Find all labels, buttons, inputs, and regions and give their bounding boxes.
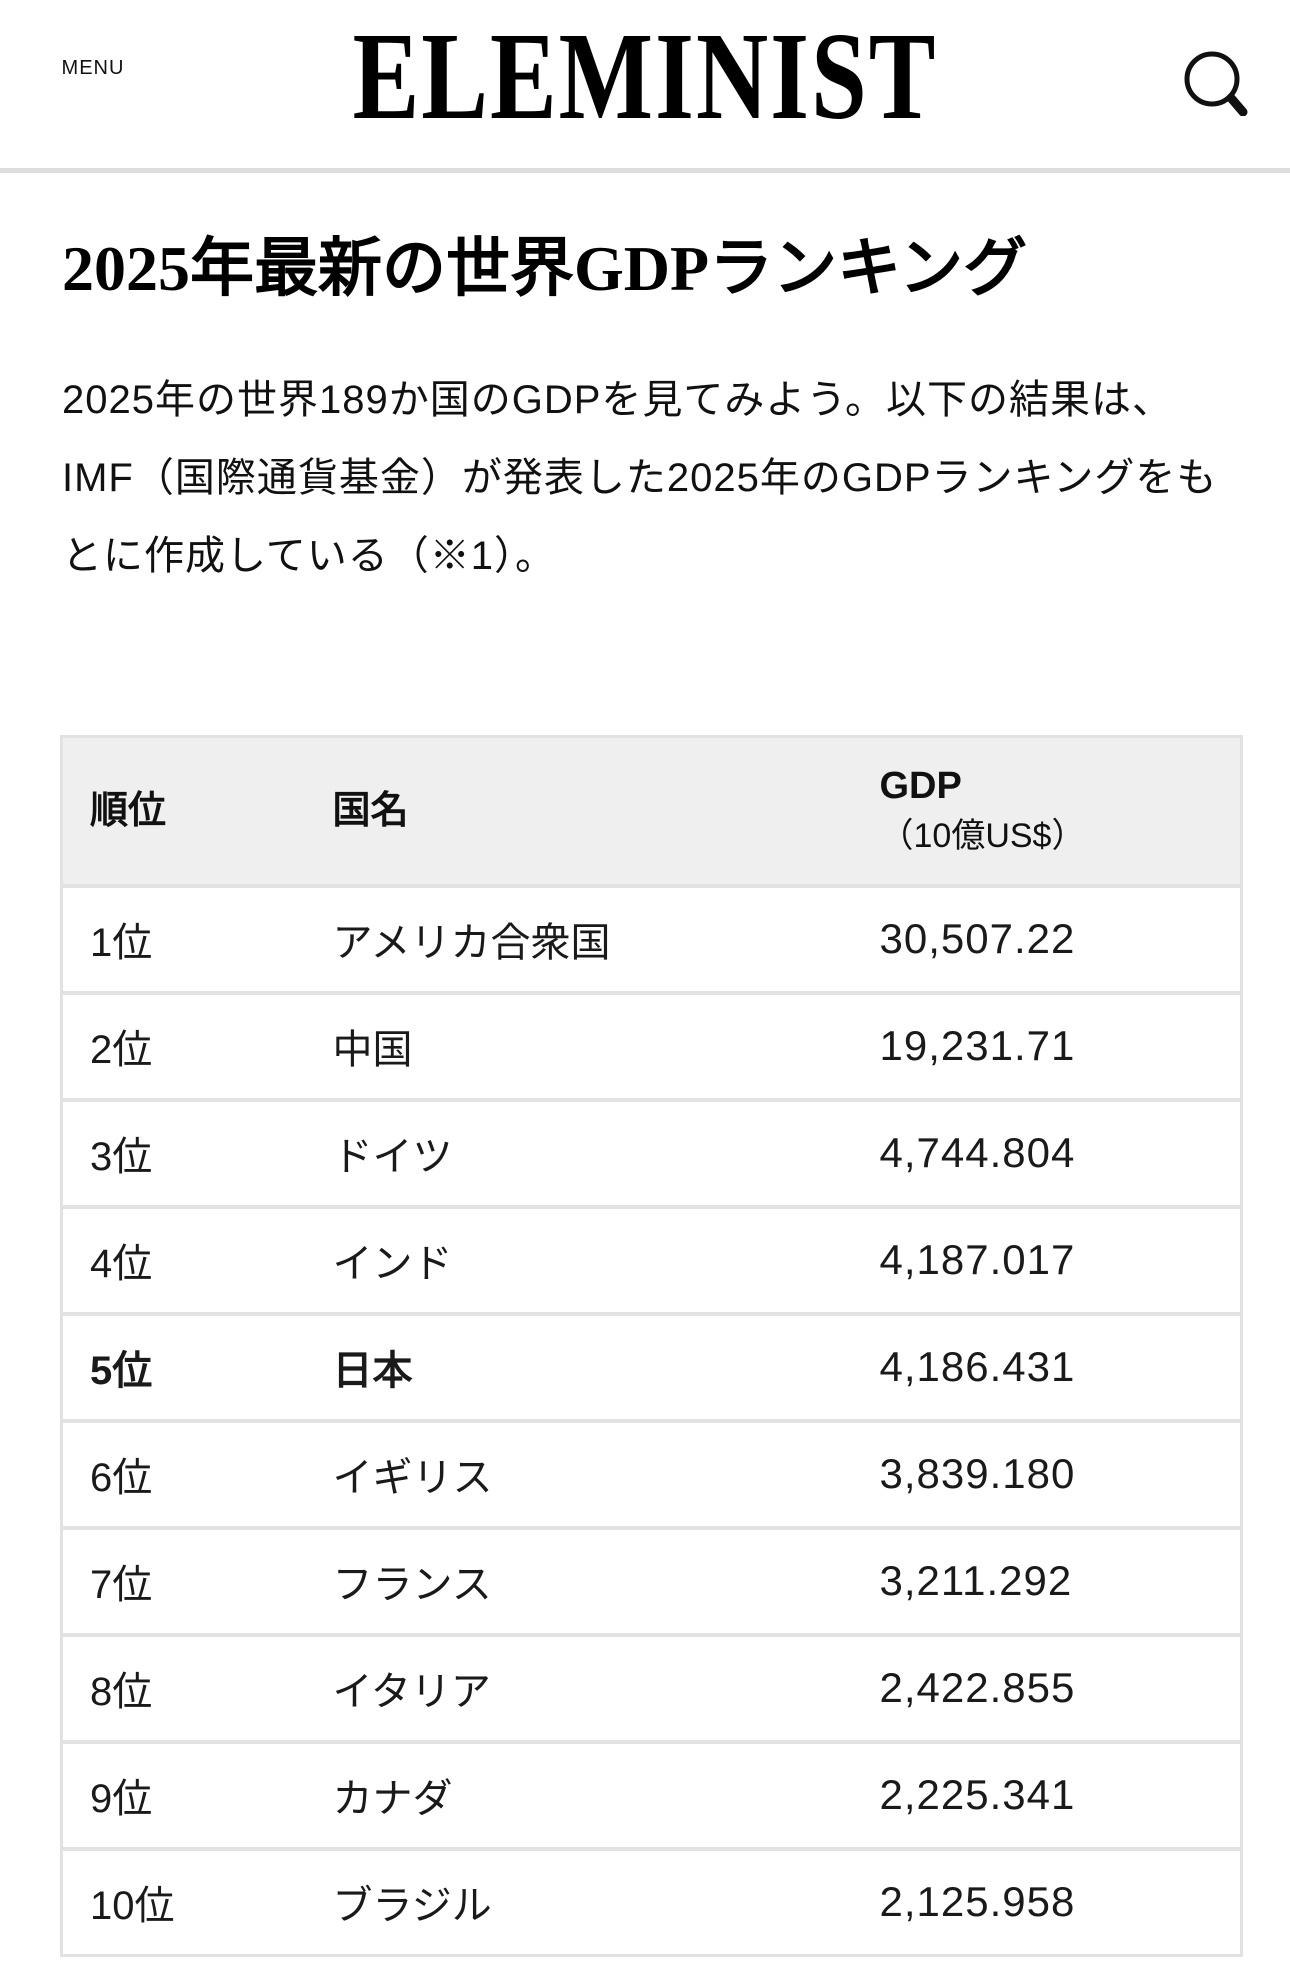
gdp-table-head: 順位 国名 GDP （10億US$）	[61, 736, 1242, 886]
rank-cell: 2位	[61, 990, 332, 1100]
rank-column-header: 順位	[61, 736, 332, 886]
search-button[interactable]	[1180, 46, 1250, 116]
country-cell: アメリカ合衆国	[331, 883, 879, 993]
rank-cell: 3位	[61, 1097, 332, 1207]
country-cell: イギリス	[331, 1418, 879, 1528]
article-main: 2025年最新の世界GDPランキング 2025年の世界189か国のGDPを見てみ…	[0, 229, 1290, 1957]
country-cell: 日本	[331, 1311, 879, 1421]
table-row: 7位 フランス 3,211.292	[61, 1525, 1242, 1635]
gdp-cell: 2,225.341	[878, 1739, 1242, 1849]
gdp-cell: 19,231.71	[878, 990, 1242, 1100]
table-row: 10位 ブラジル 2,125.958	[61, 1846, 1242, 1956]
menu-label: MENU	[61, 57, 125, 79]
table-header-row: 順位 国名 GDP （10億US$）	[61, 736, 1242, 886]
gdp-cell: 4,186.431	[878, 1311, 1242, 1421]
country-cell: カナダ	[331, 1739, 879, 1849]
gdp-cell: 3,211.292	[878, 1525, 1242, 1635]
country-cell: 中国	[331, 990, 879, 1100]
gdp-cell: 2,125.958	[878, 1846, 1242, 1956]
table-row: 1位 アメリカ合衆国 30,507.22	[61, 883, 1242, 993]
country-column-header: 国名	[331, 736, 879, 886]
table-row: 3位 ドイツ 4,744.804	[61, 1097, 1242, 1207]
rank-cell: 1位	[61, 883, 332, 993]
gdp-cell: 30,507.22	[878, 883, 1242, 993]
page-title: 2025年最新の世界GDPランキング	[62, 233, 1028, 304]
article-intro: 2025年の世界189か国のGDPを見てみよう。以下の結果は、IMF（国際通貨基…	[62, 378, 1218, 578]
gdp-header-unit: （10億US$）	[879, 816, 1086, 855]
table-row: 4位 インド 4,187.017	[61, 1204, 1242, 1314]
table-row: 6位 イギリス 3,839.180	[61, 1418, 1242, 1528]
site-header: MENU ELEMINIST	[0, 0, 1290, 173]
gdp-cell: 2,422.855	[878, 1632, 1242, 1742]
gdp-column-header: GDP （10億US$）	[878, 736, 1242, 886]
country-cell: ブラジル	[331, 1846, 879, 1956]
gdp-ranking-table: 順位 国名 GDP （10億US$） 1位 アメリカ合衆国 30,507.22 …	[60, 735, 1243, 1957]
rank-cell: 5位	[61, 1311, 332, 1421]
table-row: 8位 イタリア 2,422.855	[61, 1632, 1242, 1742]
rank-cell: 8位	[61, 1632, 332, 1742]
table-row: 9位 カナダ 2,225.341	[61, 1739, 1242, 1849]
country-cell: インド	[331, 1204, 879, 1314]
gdp-cell: 3,839.180	[878, 1418, 1242, 1528]
rank-cell: 10位	[61, 1846, 332, 1956]
country-cell: ドイツ	[331, 1097, 879, 1207]
menu-button[interactable]: MENU	[56, 47, 130, 80]
gdp-cell: 4,744.804	[878, 1097, 1242, 1207]
rank-cell: 4位	[61, 1204, 332, 1314]
rank-cell: 9位	[61, 1739, 332, 1849]
gdp-cell: 4,187.017	[878, 1204, 1242, 1314]
search-icon	[1180, 46, 1250, 116]
gdp-table-body: 1位 アメリカ合衆国 30,507.22 2位 中国 19,231.71 3位 …	[61, 883, 1242, 1956]
rank-cell: 7位	[61, 1525, 332, 1635]
gdp-header-label: GDP	[879, 764, 962, 807]
site-logo[interactable]: ELEMINIST	[352, 6, 938, 146]
rank-cell: 6位	[61, 1418, 332, 1528]
country-cell: イタリア	[331, 1632, 879, 1742]
country-cell: フランス	[331, 1525, 879, 1635]
table-row: 5位 日本 4,186.431	[61, 1311, 1242, 1421]
table-row: 2位 中国 19,231.71	[61, 990, 1242, 1100]
